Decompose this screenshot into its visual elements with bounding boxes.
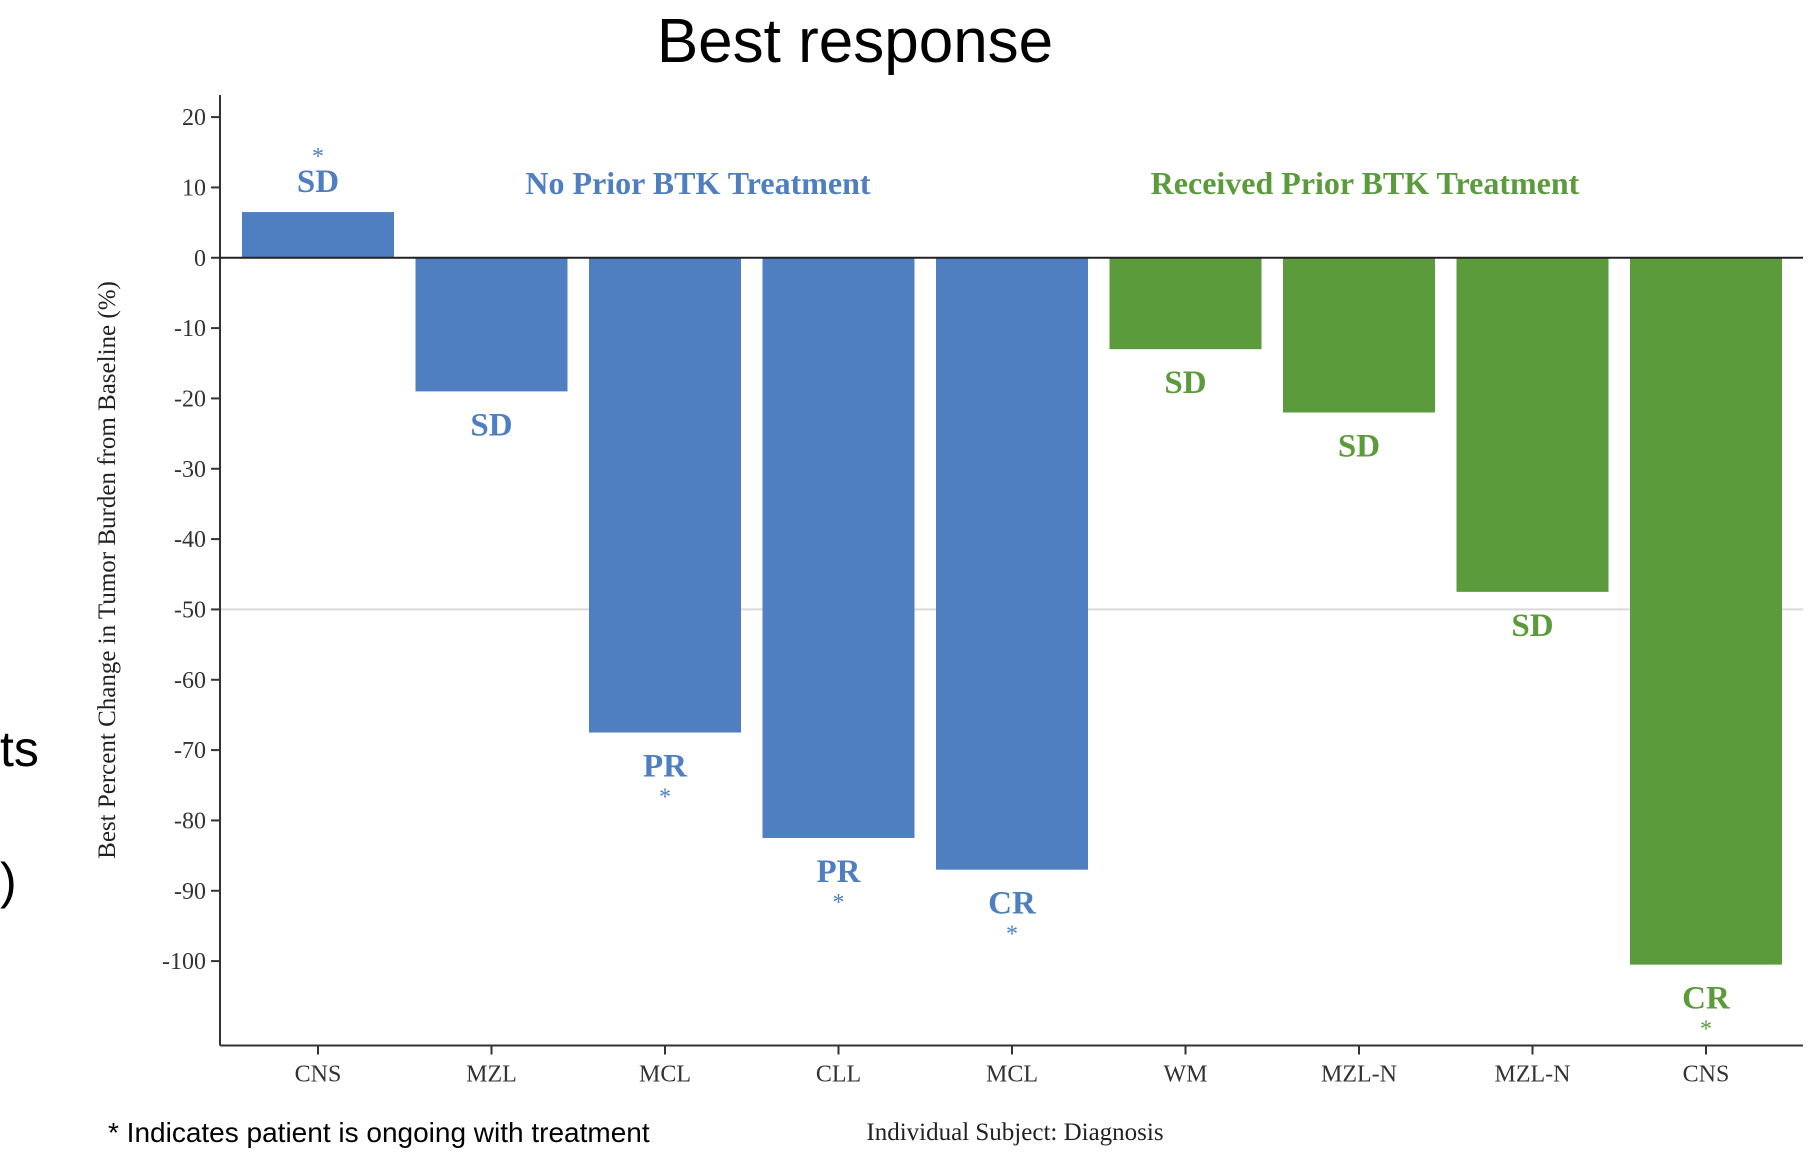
response-label: PR: [643, 749, 688, 785]
y-tick-label: -100: [162, 949, 206, 975]
y-tick-label: -20: [174, 386, 206, 412]
response-label: SD: [1511, 608, 1553, 644]
x-tick-label: WM: [1164, 1062, 1208, 1088]
ticks: 20 10 0 -10 -20 -30 -40 -50 -60 -70 -80 -90 -100 CNS M…: [162, 105, 1729, 1087]
y-tick-label: -90: [174, 879, 206, 905]
y-tick-label: 20: [182, 105, 206, 131]
x-tick-label: MCL: [639, 1062, 691, 1088]
y-tick-label: -50: [174, 597, 206, 623]
ongoing-marker: *: [659, 785, 671, 811]
response-label: SD: [297, 164, 339, 200]
edge-text-fragment-1: ts: [0, 721, 39, 777]
x-tick-label: MZL-N: [1321, 1062, 1397, 1088]
ongoing-marker: *: [312, 144, 324, 170]
y-tick-label: 0: [194, 246, 206, 272]
edge-text-fragment-2: ): [0, 853, 17, 909]
bar: [1109, 257, 1262, 350]
bar: [1630, 257, 1782, 965]
response-label: SD: [470, 407, 512, 443]
x-tick-label: CNS: [295, 1062, 342, 1088]
response-label: SD: [1164, 365, 1206, 401]
response-label: CR: [1682, 981, 1731, 1017]
ongoing-marker: *: [1006, 922, 1018, 948]
y-axis-label: Best Percent Change in Tumor Burden from…: [94, 281, 121, 859]
x-tick-label: MCL: [986, 1062, 1038, 1088]
chart-title: Best response: [657, 7, 1053, 76]
y-tick-label: -30: [174, 457, 206, 483]
x-axis-label: Individual Subject: Diagnosis: [866, 1119, 1163, 1146]
y-tick-label: -80: [174, 808, 206, 834]
bar: [415, 257, 568, 392]
x-tick-label: MZL-N: [1495, 1062, 1571, 1088]
bar: [589, 257, 741, 733]
x-tick-label: MZL: [466, 1062, 517, 1088]
bars: [242, 212, 1782, 965]
y-tick-label: -10: [174, 316, 206, 342]
y-tick-label: -70: [174, 738, 206, 764]
x-tick-label: CLL: [816, 1062, 861, 1088]
bar: [1456, 257, 1609, 592]
bar: [242, 212, 394, 258]
y-tick-label: -40: [174, 527, 206, 553]
y-tick-label: -60: [174, 668, 206, 694]
ongoing-marker: *: [833, 890, 845, 916]
group-label-prior: Received Prior BTK Treatment: [1151, 165, 1580, 201]
bar: [1283, 257, 1435, 413]
response-label: CR: [988, 886, 1037, 922]
footnote: * Indicates patient is ongoing with trea…: [108, 1117, 650, 1148]
response-label: PR: [817, 854, 862, 890]
y-tick-label: 10: [182, 175, 206, 201]
group-label-no-prior: No Prior BTK Treatment: [525, 165, 870, 201]
ongoing-marker: *: [1700, 1017, 1712, 1043]
x-tick-label: CNS: [1683, 1062, 1730, 1088]
bar: [762, 257, 915, 839]
response-label: SD: [1338, 429, 1380, 465]
bar: [936, 257, 1088, 870]
